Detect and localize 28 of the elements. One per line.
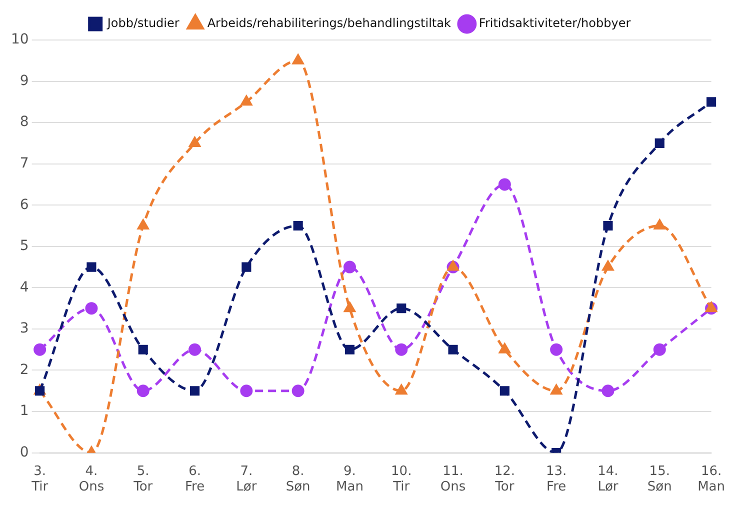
y-tick-label: 2 xyxy=(20,362,29,378)
y-tick-label: 10 xyxy=(10,32,29,48)
x-tick-label: 11. Ons xyxy=(440,464,466,495)
legend-label: Jobb/studier xyxy=(106,16,180,30)
x-tick-label: 15. Søn xyxy=(647,464,672,495)
x-tick-label: 9. Man xyxy=(336,464,364,495)
legend-label: Arbeids/rehabiliterings/behandlingstiltak xyxy=(207,16,451,30)
x-tick-label: 8. Søn xyxy=(286,464,310,495)
x-tick-label: 14. Lør xyxy=(598,464,619,495)
y-tick-label: 3 xyxy=(20,320,29,337)
y-tick-label: 9 xyxy=(20,72,29,89)
y-tick-label: 1 xyxy=(20,403,29,420)
x-tick-label: 10. Tir xyxy=(391,464,412,495)
y-tick-label: 0 xyxy=(20,444,29,460)
y-tick-label: 4 xyxy=(20,279,29,296)
y-tick-label: 5 xyxy=(20,238,29,254)
x-tick-label: 6. Fre xyxy=(184,464,205,495)
x-tick-label: 16. Man xyxy=(698,464,725,495)
x-tick-label: 7. Lør xyxy=(236,464,258,495)
x-tick-label: 3. Tir xyxy=(30,464,49,495)
x-tick-label: 4. Ons xyxy=(78,464,104,495)
x-tick-label: 5. Tor xyxy=(132,464,154,495)
x-tick-label: 13. Fre xyxy=(546,464,567,495)
y-tick-label: 6 xyxy=(20,196,29,213)
legend-label: Fritidsaktiviteter/hobbyer xyxy=(478,16,631,30)
y-tick-label: 8 xyxy=(20,114,29,130)
y-tick-label: 7 xyxy=(20,155,29,172)
x-tick-label: 12. Tor xyxy=(494,464,516,495)
